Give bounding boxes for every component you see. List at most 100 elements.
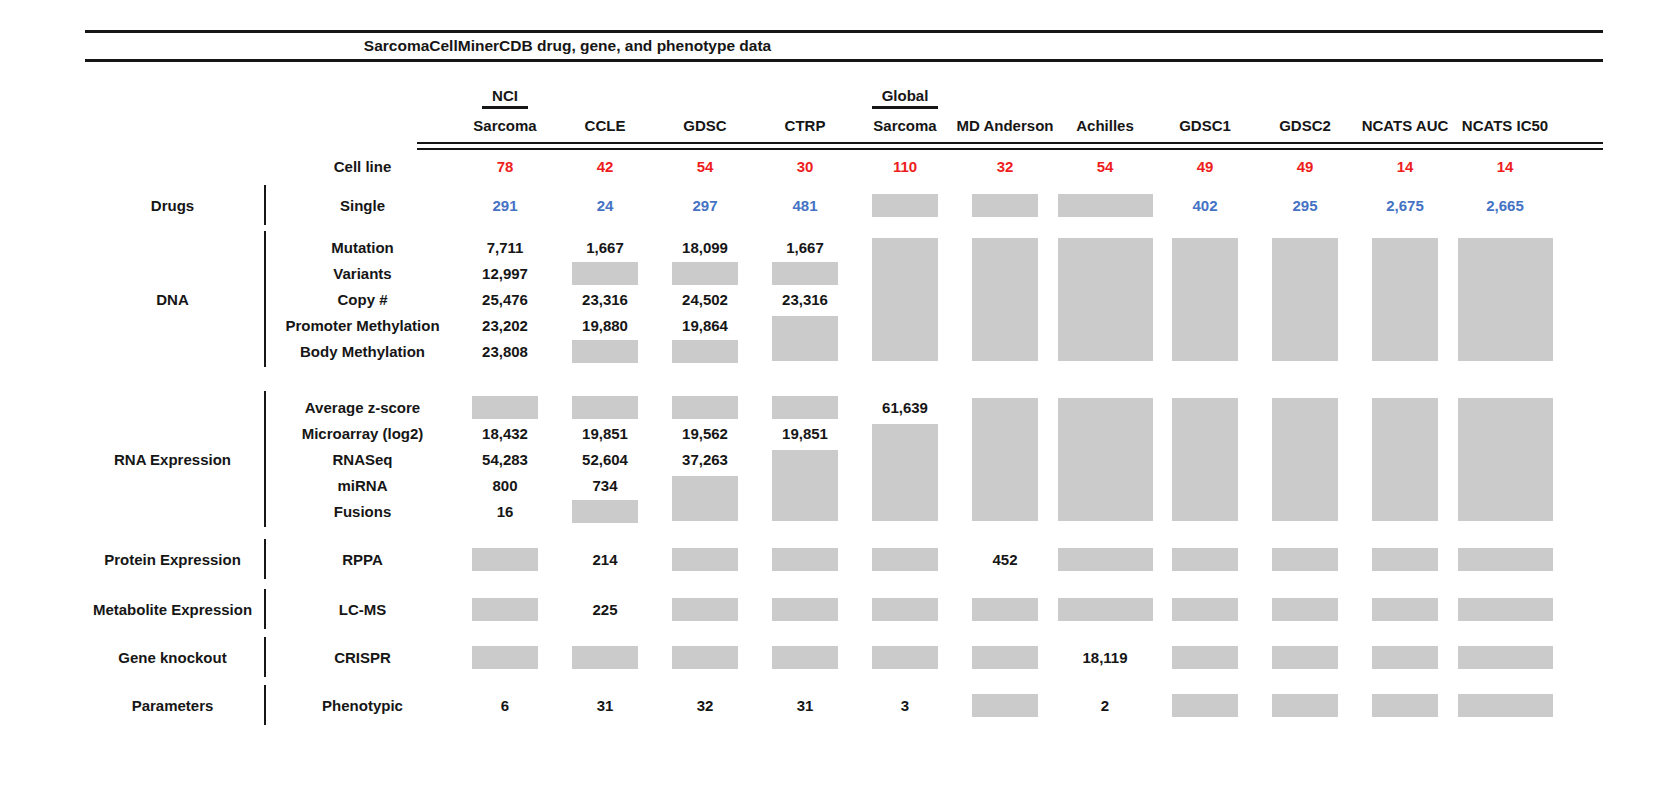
- no-data-mask: [572, 340, 638, 363]
- value-cell: 24,502: [655, 286, 755, 312]
- no-data-mask: [1272, 238, 1338, 361]
- cell-line-row-label: Cell line: [270, 152, 455, 180]
- cell-line-count: 54: [655, 152, 755, 180]
- no-data-mask: [972, 694, 1038, 717]
- no-data-mask: [872, 548, 938, 571]
- row-label: RNASeq: [270, 446, 455, 472]
- row-label: CRISPR: [270, 644, 455, 670]
- cell-line-count: 54: [1055, 152, 1155, 180]
- no-data-mask: [1272, 694, 1338, 717]
- no-data-mask: [1172, 646, 1238, 669]
- col-header-nci: NCI: [482, 87, 528, 109]
- value-cell: 291: [455, 192, 555, 218]
- value-cell: 19,562: [655, 420, 755, 446]
- value-cell: 18,119: [1055, 644, 1155, 670]
- no-data-mask: [572, 262, 638, 285]
- category-label: RNA Expression: [85, 394, 260, 524]
- row-label: Promoter Methylation: [270, 312, 455, 338]
- no-data-mask: [472, 396, 538, 419]
- no-data-mask: [872, 238, 938, 361]
- category-divider: [264, 231, 266, 367]
- no-data-mask: [1458, 548, 1553, 571]
- no-data-mask: [772, 548, 838, 571]
- cell-line-count: 49: [1255, 152, 1355, 180]
- no-data-mask: [1272, 398, 1338, 521]
- figure-title: SarcomaCellMinerCDB drug, gene, and phen…: [364, 37, 771, 54]
- row-label: Average z-score: [270, 394, 455, 420]
- no-data-mask: [672, 646, 738, 669]
- category-divider: [264, 185, 266, 225]
- section-parameters: Parameters Phenotypic 6 31 32 31 3 2: [85, 692, 1603, 718]
- section-drugs: Drugs Single 291 24 297 481 402 295 2,67…: [85, 192, 1603, 218]
- value-cell: 12,997: [455, 260, 555, 286]
- col-header-label: GDSC1: [1155, 110, 1255, 140]
- figure-content: SarcomaCellMinerCDB drug, gene, and phen…: [85, 30, 1603, 718]
- no-data-mask: [1458, 646, 1553, 669]
- value-cell: 16: [455, 498, 555, 524]
- value-cell: 61,639: [855, 394, 955, 420]
- value-cell: 2,675: [1355, 192, 1455, 218]
- no-data-mask: [1058, 238, 1153, 361]
- row-label: Fusions: [270, 498, 455, 524]
- value-cell: 2,665: [1455, 192, 1555, 218]
- no-data-mask: [1172, 238, 1238, 361]
- cell-line-count: 49: [1155, 152, 1255, 180]
- no-data-mask: [672, 340, 738, 363]
- value-cell: 225: [555, 596, 655, 622]
- value-cell: 37,263: [655, 446, 755, 472]
- category-divider: [264, 637, 266, 677]
- section-metabolite-expression: Metabolite Expression LC-MS 225: [85, 596, 1603, 622]
- title-rule-bottom: [85, 59, 1603, 62]
- col-header-label: GDSC: [655, 110, 755, 140]
- cell-line-count: 14: [1455, 152, 1555, 180]
- no-data-mask: [472, 598, 538, 621]
- value-cell: 402: [1155, 192, 1255, 218]
- no-data-mask: [672, 598, 738, 621]
- row-label: Body Methylation: [270, 338, 455, 364]
- category-label: Drugs: [85, 192, 260, 218]
- no-data-mask: [672, 548, 738, 571]
- row-label: RPPA: [270, 546, 455, 572]
- no-data-mask: [772, 316, 838, 361]
- cell-line-count: 42: [555, 152, 655, 180]
- no-data-mask: [1272, 646, 1338, 669]
- col-header-label: Sarcoma: [455, 110, 555, 140]
- value-cell: 1,667: [555, 234, 655, 260]
- col-header-label: NCATS IC50: [1455, 110, 1555, 140]
- no-data-mask: [1372, 398, 1438, 521]
- no-data-mask: [1172, 548, 1238, 571]
- value-cell: 19,880: [555, 312, 655, 338]
- row-label: Variants: [270, 260, 455, 286]
- no-data-mask: [1458, 238, 1553, 361]
- row-label: Copy #: [270, 286, 455, 312]
- col-header-label: CCLE: [555, 110, 655, 140]
- value-cell: 18,432: [455, 420, 555, 446]
- no-data-mask: [972, 646, 1038, 669]
- value-cell: 734: [555, 472, 655, 498]
- category-label: Metabolite Expression: [85, 596, 260, 622]
- no-data-mask: [572, 646, 638, 669]
- value-cell: 23,202: [455, 312, 555, 338]
- no-data-mask: [772, 396, 838, 419]
- no-data-mask: [872, 598, 938, 621]
- no-data-mask: [972, 598, 1038, 621]
- value-cell: 295: [1255, 192, 1355, 218]
- cell-line-count: 30: [755, 152, 855, 180]
- no-data-mask: [1058, 548, 1153, 571]
- value-cell: 23,316: [755, 286, 855, 312]
- section-gene-knockout: Gene knockout CRISPR 18,119: [85, 644, 1603, 670]
- no-data-mask: [1372, 646, 1438, 669]
- no-data-mask: [1272, 598, 1338, 621]
- col-header-global: Global: [872, 87, 939, 109]
- row-label: miRNA: [270, 472, 455, 498]
- value-cell: 19,851: [555, 420, 655, 446]
- col-header-label: NCATS AUC: [1355, 110, 1455, 140]
- no-data-mask: [1372, 598, 1438, 621]
- category-divider: [264, 539, 266, 579]
- value-cell: 19,851: [755, 420, 855, 446]
- value-cell: 2: [1055, 692, 1155, 718]
- value-cell: 481: [755, 192, 855, 218]
- section-dna: DNA Mutation Variants Copy # Promoter Me…: [85, 234, 1603, 364]
- no-data-mask: [672, 396, 738, 419]
- value-cell: 6: [455, 692, 555, 718]
